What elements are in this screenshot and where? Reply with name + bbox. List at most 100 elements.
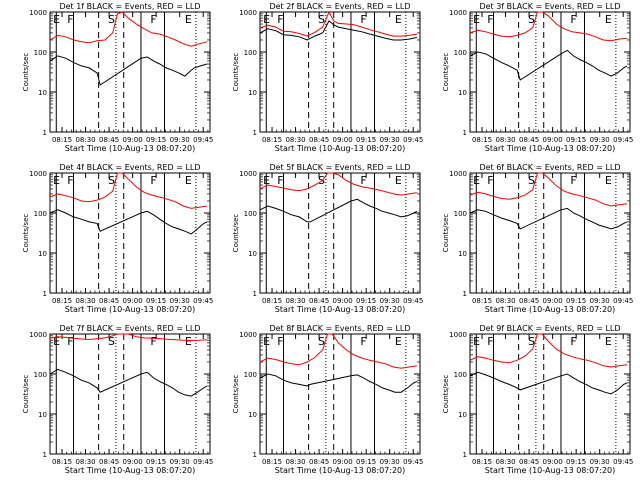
x-tick-label: 09:45 [613, 136, 633, 144]
plot-frame [469, 333, 631, 455]
y-axis-label: Counts/sec [442, 53, 450, 92]
series-line-lld [469, 172, 627, 207]
panel-title: Det 5f BLACK = Events, RED = LLD [269, 163, 410, 172]
x-tick-label: 08:45 [309, 458, 329, 466]
y-tick-label: 1000 [29, 331, 47, 339]
y-tick-label: 1 [43, 129, 47, 137]
region-label: E [395, 335, 402, 348]
y-tick-label: 100 [34, 210, 47, 218]
y-tick-label: 1000 [239, 170, 257, 178]
plot-frame [259, 172, 421, 294]
x-tick-label: 09:15 [356, 297, 376, 305]
panel-title: Det 1f BLACK = Events, RED = LLD [59, 2, 200, 11]
x-axis-label: Start Time (10-Aug-13 08:07:20) [65, 144, 196, 153]
x-tick-label: 09:30 [170, 458, 190, 466]
y-tick-label: 10 [248, 250, 257, 258]
region-label: F [67, 335, 73, 348]
x-tick-label: 08:15 [262, 297, 282, 305]
region-label: F [150, 174, 156, 187]
x-tick-label: 08:15 [472, 458, 492, 466]
series-line-lld [469, 333, 627, 368]
region-label: F [150, 13, 156, 26]
x-tick-label: 09:15 [146, 297, 166, 305]
x-tick-label: 09:45 [403, 297, 423, 305]
region-label: E [605, 174, 612, 187]
x-tick-label: 09:15 [356, 458, 376, 466]
series-line-lld [259, 333, 417, 369]
x-tick-label: 08:45 [99, 458, 119, 466]
region-label: S [528, 335, 535, 348]
x-tick-label: 08:45 [309, 136, 329, 144]
x-tick-label: 09:15 [566, 458, 586, 466]
region-label: E [395, 13, 402, 26]
x-axis-label: Start Time (10-Aug-13 08:07:20) [65, 466, 196, 475]
y-tick-label: 10 [38, 411, 47, 419]
x-axis-label: Start Time (10-Aug-13 08:07:20) [275, 144, 406, 153]
y-tick-label: 1000 [449, 170, 467, 178]
plot-frame [49, 172, 211, 294]
region-label: F [277, 335, 283, 348]
y-tick-label: 100 [454, 371, 467, 379]
series-line-events [259, 20, 417, 41]
region-label: F [360, 13, 366, 26]
x-tick-label: 09:30 [380, 136, 400, 144]
y-axis-label: Counts/sec [22, 375, 30, 414]
series-line-lld [49, 11, 208, 47]
x-tick-label: 09:30 [170, 297, 190, 305]
x-tick-label: 08:15 [262, 136, 282, 144]
x-axis-label: Start Time (10-Aug-13 08:07:20) [275, 305, 406, 314]
panel-title: Det 8f BLACK = Events, RED = LLD [269, 324, 410, 333]
panel-title: Det 4f BLACK = Events, RED = LLD [59, 163, 200, 172]
x-tick-label: 08:45 [309, 297, 329, 305]
region-label: E [263, 13, 270, 26]
y-tick-label: 10 [458, 411, 467, 419]
region-label: F [277, 174, 283, 187]
series-line-events [259, 198, 418, 223]
x-tick-label: 09:45 [193, 297, 213, 305]
detector-panel-5: Det 5f BLACK = Events, RED = LLD 1 10 100 10… [232, 163, 423, 314]
x-tick-label: 09:00 [333, 136, 353, 144]
region-label: F [487, 335, 493, 348]
x-tick-label: 09:00 [333, 458, 353, 466]
y-tick-label: 1000 [29, 170, 47, 178]
y-tick-label: 10 [248, 89, 257, 97]
x-tick-label: 08:45 [519, 458, 539, 466]
plot-frame [259, 11, 421, 133]
detector-panel-8: Det 8f BLACK = Events, RED = LLD 1 10 100 10… [232, 324, 423, 475]
plot-frame [469, 172, 631, 294]
y-axis-label: Counts/sec [442, 375, 450, 414]
x-tick-label: 08:15 [52, 136, 72, 144]
y-tick-label: 1 [253, 451, 257, 459]
region-label: F [570, 174, 576, 187]
y-tick-label: 1 [253, 129, 257, 137]
x-tick-label: 09:30 [170, 136, 190, 144]
y-tick-label: 100 [34, 371, 47, 379]
region-label: E [185, 174, 192, 187]
x-tick-label: 08:15 [262, 458, 282, 466]
series-line-events [49, 209, 208, 235]
x-tick-label: 09:00 [543, 297, 563, 305]
region-label: E [263, 174, 270, 187]
region-label: F [360, 335, 366, 348]
y-tick-label: 10 [248, 411, 257, 419]
plot-frame [49, 11, 211, 133]
x-tick-label: 09:45 [403, 458, 423, 466]
y-tick-label: 1 [43, 451, 47, 459]
x-tick-label: 08:15 [472, 136, 492, 144]
x-tick-label: 09:00 [123, 136, 143, 144]
x-tick-label: 09:00 [123, 458, 143, 466]
region-label: F [487, 174, 493, 187]
series-line-lld [259, 172, 417, 196]
y-tick-label: 10 [38, 250, 47, 258]
series-line-events [469, 49, 628, 81]
x-tick-label: 08:45 [99, 297, 119, 305]
y-axis-label: Counts/sec [232, 214, 240, 253]
series-line-lld [469, 11, 627, 42]
x-tick-label: 08:45 [99, 136, 119, 144]
x-tick-label: 09:45 [613, 458, 633, 466]
region-label: S [108, 335, 115, 348]
series-line-events [49, 368, 208, 397]
region-label: F [487, 13, 493, 26]
x-tick-label: 08:15 [472, 297, 492, 305]
